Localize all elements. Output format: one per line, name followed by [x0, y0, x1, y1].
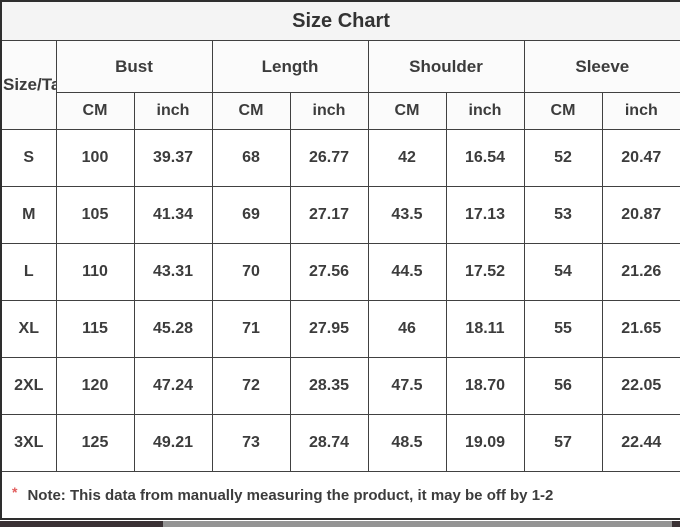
unit-header-length-cm: CM [211, 92, 291, 130]
value-cell: 27.95 [289, 300, 369, 358]
group-header-length: Length [211, 40, 369, 93]
value-cell: 73 [211, 414, 291, 472]
table-row-m: M 105 41.34 69 27.17 43.5 17.13 53 20.87 [0, 186, 680, 244]
table-row-3xl: 3XL 125 49.21 73 28.74 48.5 19.09 57 22.… [0, 414, 680, 472]
value-cell: 18.70 [445, 357, 525, 415]
group-header-sleeve: Sleeve [523, 40, 680, 93]
value-cell: 55 [523, 300, 603, 358]
unit-header-sleeve-inch: inch [601, 92, 680, 130]
value-cell: 20.87 [601, 186, 680, 244]
value-cell: 46 [367, 300, 447, 358]
value-cell: 28.74 [289, 414, 369, 472]
value-cell: 110 [55, 243, 135, 301]
value-cell: 53 [523, 186, 603, 244]
value-cell: 69 [211, 186, 291, 244]
note-text: Note: This data from manually measuring … [27, 486, 554, 504]
value-cell: 44.5 [367, 243, 447, 301]
value-cell: 68 [211, 129, 291, 187]
value-cell: 20.47 [601, 129, 680, 187]
value-cell: 71 [211, 300, 291, 358]
unit-header-shoulder-inch: inch [445, 92, 525, 130]
value-cell: 42 [367, 129, 447, 187]
value-cell: 105 [55, 186, 135, 244]
unit-header-shoulder-cm: CM [367, 92, 447, 130]
value-cell: 52 [523, 129, 603, 187]
title-row: Size Chart [0, 0, 680, 41]
size-cell: 2XL [0, 357, 57, 415]
value-cell: 49.21 [133, 414, 213, 472]
unit-header-bust-cm: CM [55, 92, 135, 130]
value-cell: 22.44 [601, 414, 680, 472]
value-cell: 22.05 [601, 357, 680, 415]
value-cell: 39.37 [133, 129, 213, 187]
size-cell: M [0, 186, 57, 244]
unit-header-sleeve-cm: CM [523, 92, 603, 130]
value-cell: 43.5 [367, 186, 447, 244]
value-cell: 18.11 [445, 300, 525, 358]
value-cell: 27.17 [289, 186, 369, 244]
value-cell: 43.31 [133, 243, 213, 301]
value-cell: 21.26 [601, 243, 680, 301]
bottom-edge-strip [0, 521, 680, 527]
value-cell: 56 [523, 357, 603, 415]
page-title: Size Chart [0, 0, 680, 41]
value-cell: 72 [211, 357, 291, 415]
value-cell: 27.56 [289, 243, 369, 301]
table-row-2xl: 2XL 120 47.24 72 28.35 47.5 18.70 56 22.… [0, 357, 680, 415]
bottom-edge-dark-segment-right [672, 521, 680, 527]
value-cell: 47.24 [133, 357, 213, 415]
bottom-edge-dark-segment [0, 521, 163, 527]
table-row-xl: XL 115 45.28 71 27.95 46 18.11 55 21.65 [0, 300, 680, 358]
value-cell: 57 [523, 414, 603, 472]
value-cell: 120 [55, 357, 135, 415]
value-cell: 19.09 [445, 414, 525, 472]
size-column-header: Size/Tag [0, 40, 57, 130]
value-cell: 70 [211, 243, 291, 301]
table-row-s: S 100 39.37 68 26.77 42 16.54 52 20.47 [0, 129, 680, 187]
group-header-row: Size/Tag Bust Length Shoulder Sleeve [0, 40, 680, 130]
unit-header-row: CM inch CM inch CM inch CM inch [1, 92, 680, 130]
size-cell: L [0, 243, 57, 301]
value-cell: 41.34 [133, 186, 213, 244]
value-cell: 45.28 [133, 300, 213, 358]
group-header-shoulder: Shoulder [367, 40, 525, 93]
value-cell: 100 [55, 129, 135, 187]
table-row-l: L 110 43.31 70 27.56 44.5 17.52 54 21.26 [0, 243, 680, 301]
size-cell: 3XL [0, 414, 57, 472]
value-cell: 48.5 [367, 414, 447, 472]
value-cell: 47.5 [367, 357, 447, 415]
value-cell: 16.54 [445, 129, 525, 187]
value-cell: 54 [523, 243, 603, 301]
value-cell: 125 [55, 414, 135, 472]
value-cell: 26.77 [289, 129, 369, 187]
group-header-bust: Bust [55, 40, 213, 93]
size-cell: S [0, 129, 57, 187]
unit-header-bust-inch: inch [133, 92, 213, 130]
value-cell: 17.52 [445, 243, 525, 301]
note-row: * Note: This data from manually measuring… [0, 471, 680, 520]
value-cell: 21.65 [601, 300, 680, 358]
value-cell: 115 [55, 300, 135, 358]
unit-header-length-inch: inch [289, 92, 369, 130]
note-cell: * Note: This data from manually measuring… [0, 471, 680, 520]
value-cell: 17.13 [445, 186, 525, 244]
value-cell: 28.35 [289, 357, 369, 415]
size-cell: XL [0, 300, 57, 358]
note-asterisk-icon: * [12, 483, 18, 500]
